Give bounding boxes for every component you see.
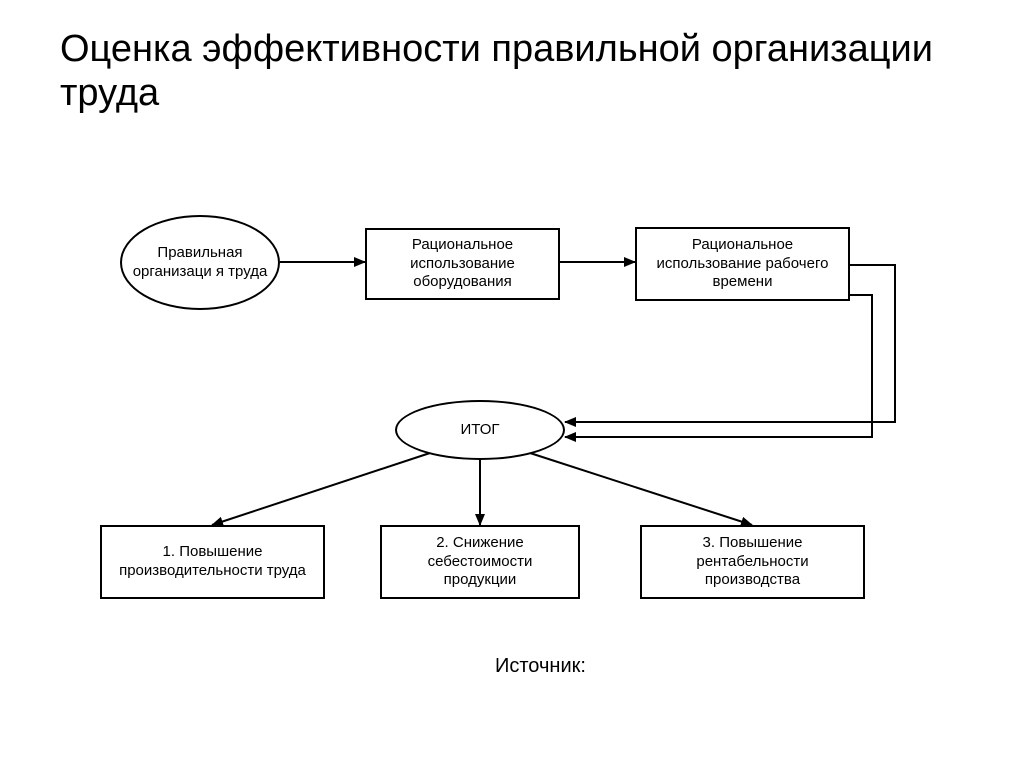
- edge-6: [530, 453, 752, 525]
- node-n2: Рациональное использование оборудования: [365, 228, 560, 300]
- node-n4: ИТОГ: [395, 400, 565, 460]
- source-label: Источник:: [495, 655, 586, 678]
- slide: Оценка эффективности правильной организа…: [0, 0, 1024, 767]
- node-n6: 2. Снижение себестоимости продукции: [380, 525, 580, 599]
- edge-3: [565, 295, 872, 437]
- flowchart-diagram: Правильная организаци я труда Рационально…: [0, 0, 1024, 767]
- node-n1: Правильная организаци я труда: [120, 215, 280, 310]
- edge-4: [212, 453, 430, 525]
- node-n5: 1. Повышение производительности труда: [100, 525, 325, 599]
- node-n7: 3. Повышение рентабельности производства: [640, 525, 865, 599]
- edges-layer: [0, 0, 1024, 767]
- node-n3: Рациональное использование рабочего врем…: [635, 227, 850, 301]
